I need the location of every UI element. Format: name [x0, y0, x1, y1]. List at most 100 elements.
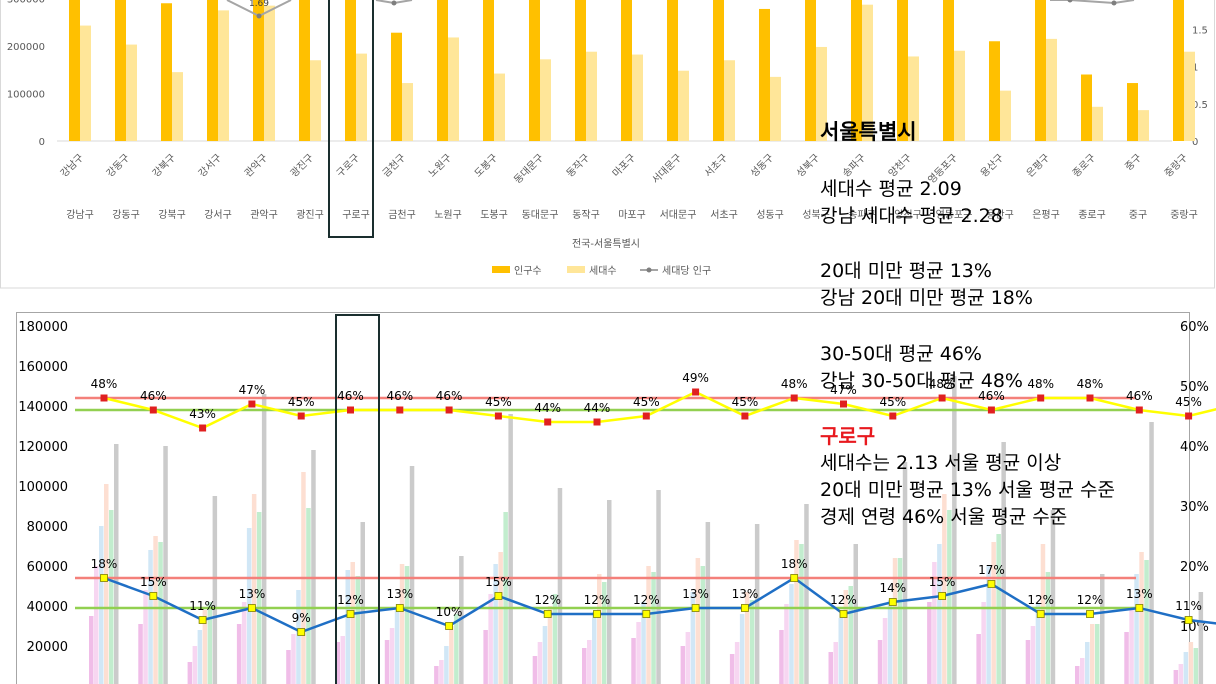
bottom-series-label: 12% — [830, 593, 857, 607]
top-bar-households — [402, 83, 413, 141]
top-x-tick: 광진구 — [296, 209, 324, 221]
bottom-series-label: 46% — [140, 389, 167, 403]
top-bar-households — [172, 72, 183, 141]
bottom-left-tick: 40000 — [27, 600, 68, 615]
bottom-bar — [932, 562, 937, 684]
bottom-series-marker — [888, 598, 897, 606]
bottom-bar — [236, 624, 242, 684]
bottom-bar — [384, 640, 390, 684]
bottom-bar — [947, 510, 952, 684]
bottom-series-label: 18% — [781, 557, 808, 571]
bottom-bar — [1134, 574, 1139, 684]
bottom-series-label: 10% — [436, 605, 463, 619]
bottom-chart-lines: 48% 46% 43% 47% 45% 46% 46% 46% 45% 44% 44% 45% 49% 4… — [91, 371, 1216, 636]
top-bar-households — [264, 5, 275, 141]
top-bar-population — [391, 32, 402, 142]
top-bar-population — [759, 8, 770, 142]
top-right-tick: 0.5 — [1192, 100, 1208, 111]
legend-label: 세대당 인구 — [662, 265, 711, 277]
bottom-bar — [744, 592, 750, 684]
bottom-right-tick: 40% — [1180, 440, 1209, 455]
bottom-bar — [902, 462, 908, 684]
bottom-series-marker — [1086, 610, 1094, 618]
top-bar-population — [69, 0, 80, 141]
top-bar-households — [1000, 90, 1011, 141]
bottom-series-label: 44% — [534, 401, 561, 415]
bottom-bar — [488, 594, 493, 684]
bottom-bar — [286, 650, 291, 684]
bottom-bar — [434, 666, 439, 684]
top-x-tick: 마포구 — [618, 209, 646, 221]
bottom-series-marker — [494, 412, 502, 420]
bottom-bar — [754, 524, 760, 684]
top-bar-households — [448, 37, 459, 142]
top-line-point — [391, 0, 397, 6]
bottom-right-tick: 20% — [1180, 560, 1209, 575]
top-bar-population — [805, 0, 816, 141]
bottom-series-marker — [938, 394, 946, 402]
bottom-series-label: 18% — [91, 557, 118, 571]
bottom-series-marker — [642, 610, 651, 618]
bottom-series-marker — [889, 412, 897, 420]
bottom-series-marker — [839, 610, 848, 618]
bottom-bar — [138, 624, 143, 684]
bottom-bar — [89, 616, 94, 684]
top-bar-households — [908, 56, 919, 142]
bottom-bar — [976, 634, 981, 684]
top-left-tick: 300000 — [7, 0, 45, 6]
bottom-series-label: 43% — [189, 407, 216, 421]
bottom-bar — [680, 646, 686, 684]
bottom-series-label: 48% — [781, 377, 808, 391]
bottom-bar — [537, 642, 543, 684]
bottom-left-tick: 80000 — [27, 520, 68, 535]
top-legend: 인구수 세대수 세대당 인구 — [492, 265, 711, 277]
legend-label: 인구수 — [514, 265, 542, 277]
bottom-bar — [449, 626, 454, 684]
bottom-series-label: 45% — [485, 395, 512, 409]
top-bar-population — [345, 0, 356, 141]
bottom-left-tick: 100000 — [18, 480, 68, 495]
bottom-bar — [389, 628, 395, 684]
bottom-bar — [187, 662, 193, 684]
top-x-tick: 도봉구 — [480, 209, 508, 221]
bottom-series-marker — [593, 610, 601, 618]
bottom-bar — [986, 566, 991, 684]
bottom-bar — [256, 512, 262, 684]
bottom-bar — [104, 484, 109, 684]
bottom-bar — [508, 414, 513, 684]
bottom-left-tick: 180000 — [18, 320, 68, 335]
bottom-series-label: 11% — [1175, 599, 1202, 613]
top-bar-population — [437, 0, 448, 141]
bottom-series-marker — [1185, 412, 1193, 420]
bottom-bar — [1080, 658, 1085, 684]
top-bar-households — [1046, 38, 1057, 141]
top-bar-population — [943, 0, 954, 141]
top-x-tick: 서초구 — [710, 209, 738, 221]
bottom-bar — [646, 566, 651, 684]
bottom-series-marker — [149, 406, 157, 414]
top-bar-population — [207, 0, 218, 141]
bottom-series-marker — [938, 592, 946, 600]
bottom-bar — [656, 490, 661, 684]
top-bar-population — [253, 0, 264, 141]
bottom-left-tick: 60000 — [27, 560, 68, 575]
bottom-bar — [705, 522, 711, 684]
bottom-series-label: 46% — [978, 389, 1005, 403]
top-bar-households — [954, 50, 965, 141]
bottom-series-marker — [100, 394, 108, 402]
bottom-series-label: 12% — [584, 593, 611, 607]
top-x-tick: 성북구 — [802, 209, 830, 221]
bottom-bar — [350, 562, 355, 684]
bottom-series-label: 12% — [534, 593, 561, 607]
top-x-tick: 종로구 — [1078, 209, 1106, 221]
bottom-bar — [143, 590, 148, 684]
bottom-bar — [394, 610, 400, 684]
bottom-series-marker — [790, 574, 799, 582]
bottom-bar — [794, 540, 799, 684]
bottom-left-axis: 20000 40000 60000 80000 100000 120000 140000 16… — [18, 320, 68, 655]
overlay-highlight-line-2: 20대 미만 평균 13% 서울 평균 수준 — [820, 479, 1115, 501]
top-bar-population — [299, 0, 310, 141]
bottom-series-label: 13% — [239, 587, 266, 601]
bottom-bar — [291, 634, 296, 684]
bottom-bar — [942, 494, 947, 684]
